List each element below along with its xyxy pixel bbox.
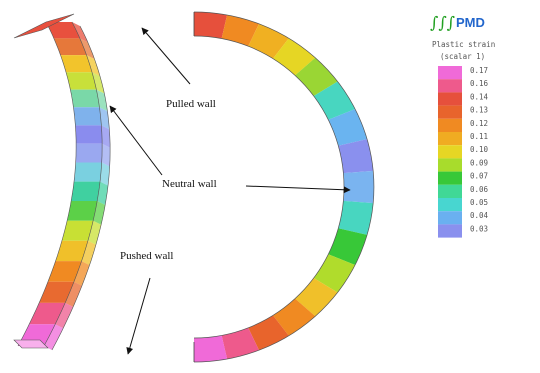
ring-strain-band [313, 254, 356, 293]
wall-strain-band [47, 261, 82, 282]
right-half-ring [193, 11, 375, 363]
wall-side-band [55, 302, 74, 329]
ring-strain-band [273, 298, 316, 336]
ring-strain-band [248, 315, 289, 351]
wall-edge-line [17, 21, 77, 347]
legend-level-label: 0.16 [470, 79, 489, 88]
wall-strain-band [53, 38, 87, 56]
legend-swatch [438, 198, 462, 212]
wall-side-band [99, 107, 110, 130]
legend-swatch [438, 171, 462, 185]
legend-swatch [438, 66, 462, 80]
neutral-wall-arrow-left [109, 105, 163, 176]
legend-level-label: 0.14 [470, 92, 489, 101]
wall-side-band [100, 162, 110, 186]
pmd-logo: ∫∫∫ PMD [430, 13, 485, 32]
ring-strain-band [273, 38, 316, 76]
wall-side-band [101, 125, 111, 148]
wall-strain-band [75, 125, 103, 144]
ring-outer-outline [193, 11, 375, 363]
left-wall-top-cap [13, 13, 75, 39]
legend-level-label: 0.03 [470, 224, 488, 233]
legend-swatch [438, 145, 462, 159]
wall-strain-band [74, 162, 102, 182]
legend-swatch [438, 184, 462, 198]
legend-swatch [438, 92, 462, 106]
wall-side-band [86, 55, 101, 77]
legend-swatch [438, 158, 462, 172]
legend-level-label: 0.13 [470, 106, 488, 115]
wall-strain-band [55, 240, 88, 262]
legend-swatch [438, 224, 462, 238]
legend-level-label: 0.12 [470, 119, 488, 128]
ring-strain-band [343, 170, 374, 204]
wall-strain-band [46, 22, 80, 39]
wall-side-band [81, 240, 96, 266]
legend-title: Plastic strain [432, 40, 495, 49]
pushed-wall-label: Pushed wall [120, 250, 173, 262]
ring-strain-band [248, 23, 289, 59]
wall-edge-line [43, 21, 103, 347]
neutral-wall-label: Neutral wall [162, 178, 217, 190]
legend-subtitle: (scalar 1) [440, 52, 485, 61]
neutral-wall-arrow-right [245, 185, 351, 194]
pulled-wall-label: Pulled wall [166, 98, 216, 110]
pulled-wall-arrow [141, 27, 191, 85]
wall-strain-band [29, 302, 66, 325]
pmd-logo-glyphs: ∫∫∫ [430, 13, 455, 32]
ring-strain-band [221, 15, 259, 47]
wall-strain-band [66, 72, 97, 90]
left-curved-wall [13, 13, 111, 351]
legend-swatch [438, 211, 462, 225]
wall-side-band [101, 143, 111, 167]
legend-swatch [438, 118, 462, 132]
ring-strain-band [295, 278, 338, 317]
ring-strain-band [194, 335, 228, 362]
legend-level-label: 0.05 [470, 198, 488, 207]
legend-level-label: 0.06 [470, 185, 489, 194]
wall-side-band [97, 181, 108, 205]
wall-side-band [96, 89, 108, 112]
ring-strain-band [295, 57, 338, 96]
ring-strain-band [313, 81, 356, 120]
ring-strain-band [338, 200, 374, 235]
wall-strain-band [70, 89, 100, 108]
wall-side-band [44, 324, 64, 350]
ring-strain-band [194, 12, 228, 39]
wall-side-band [92, 72, 105, 94]
ring-strain-band [338, 139, 374, 174]
wall-side-band [87, 220, 102, 245]
wall-side-band [65, 281, 82, 307]
wall-strain-band [61, 220, 94, 241]
left-wall-bottom-cap [13, 339, 49, 349]
legend-level-label: 0.10 [470, 145, 489, 154]
legend-level-label: 0.04 [470, 211, 489, 220]
legend: Plastic strain (scalar 1) 0.17 0.16 0.14 0.… [432, 40, 495, 238]
wall-strain-band [67, 201, 98, 221]
pmd-logo-text: PMD [456, 15, 485, 30]
wall-strain-band [60, 55, 93, 73]
wall-strain-band [71, 181, 100, 201]
legend-swatch [438, 105, 462, 119]
wall-side-band [79, 38, 95, 60]
wall-strain-band [73, 107, 102, 126]
left-wall-front-face [17, 21, 111, 351]
ring-strain-band [328, 109, 368, 146]
pushed-wall-arrow [126, 277, 151, 355]
legend-level-label: 0.11 [470, 132, 488, 141]
legend-swatch [438, 79, 462, 93]
ring-strain-band [328, 228, 368, 265]
legend-level-label: 0.17 [470, 66, 488, 75]
wall-side-band [72, 22, 88, 43]
wall-strain-band [75, 143, 103, 163]
wall-side-band [73, 261, 90, 286]
wall-strain-band [39, 281, 74, 303]
wall-edge-line [51, 25, 111, 351]
legend-level-label: 0.09 [470, 158, 488, 167]
legend-level-label: 0.07 [470, 172, 488, 181]
legend-swatch [438, 132, 462, 146]
ring-strain-band [221, 327, 259, 359]
